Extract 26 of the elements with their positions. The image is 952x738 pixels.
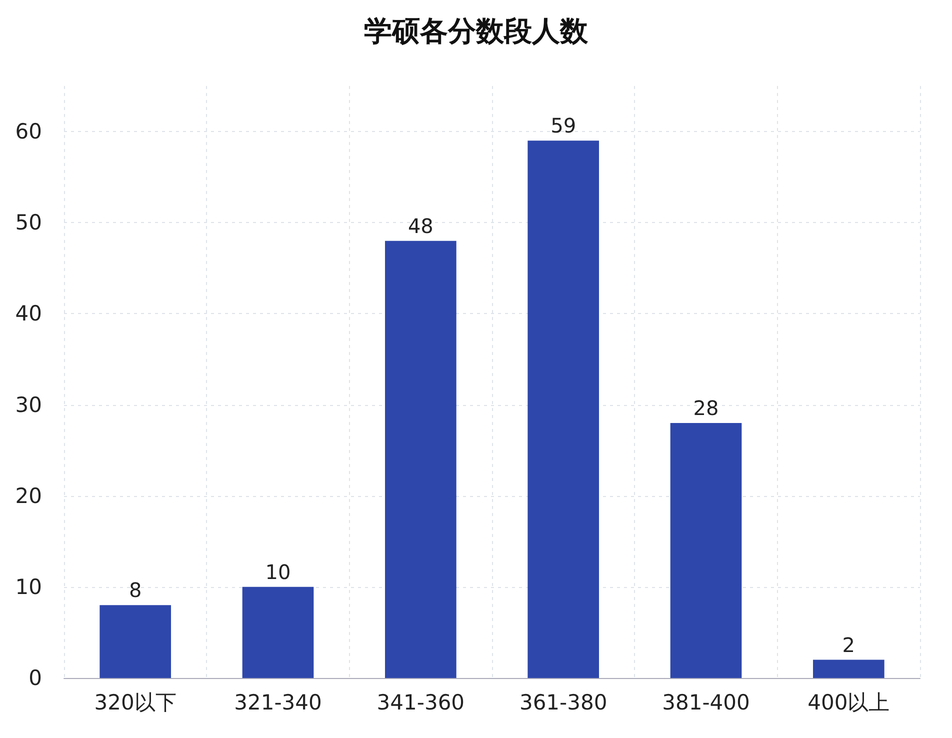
x-tick-label: 321-340 xyxy=(234,690,322,714)
x-tick-label: 341-360 xyxy=(376,690,465,714)
bar xyxy=(385,240,456,678)
data-label: 28 xyxy=(693,396,719,420)
bar xyxy=(528,140,599,678)
y-tick-label: 30 xyxy=(15,392,42,417)
bar xyxy=(670,422,742,678)
chart-title: 学硕各分数段人数 xyxy=(364,14,589,48)
y-tick-label: 40 xyxy=(15,302,42,326)
data-label: 2 xyxy=(842,632,856,657)
y-tick-label: 10 xyxy=(15,574,42,599)
x-tick-label: 400以上 xyxy=(808,690,890,714)
data-label: 10 xyxy=(265,560,291,584)
bar xyxy=(100,605,171,678)
y-tick-label: 0 xyxy=(28,666,42,690)
bar xyxy=(242,586,314,678)
x-tick-label: 381-400 xyxy=(662,690,750,714)
bar xyxy=(813,660,884,678)
x-tick-label: 320以下 xyxy=(94,690,176,714)
x-tick-label: 361-380 xyxy=(519,690,608,714)
y-tick-label: 20 xyxy=(15,484,42,508)
data-label: 48 xyxy=(408,214,434,238)
y-tick-label: 60 xyxy=(15,120,42,144)
data-label: 8 xyxy=(128,578,142,602)
y-tick-label: 50 xyxy=(15,210,42,235)
data-label: 59 xyxy=(550,114,576,138)
